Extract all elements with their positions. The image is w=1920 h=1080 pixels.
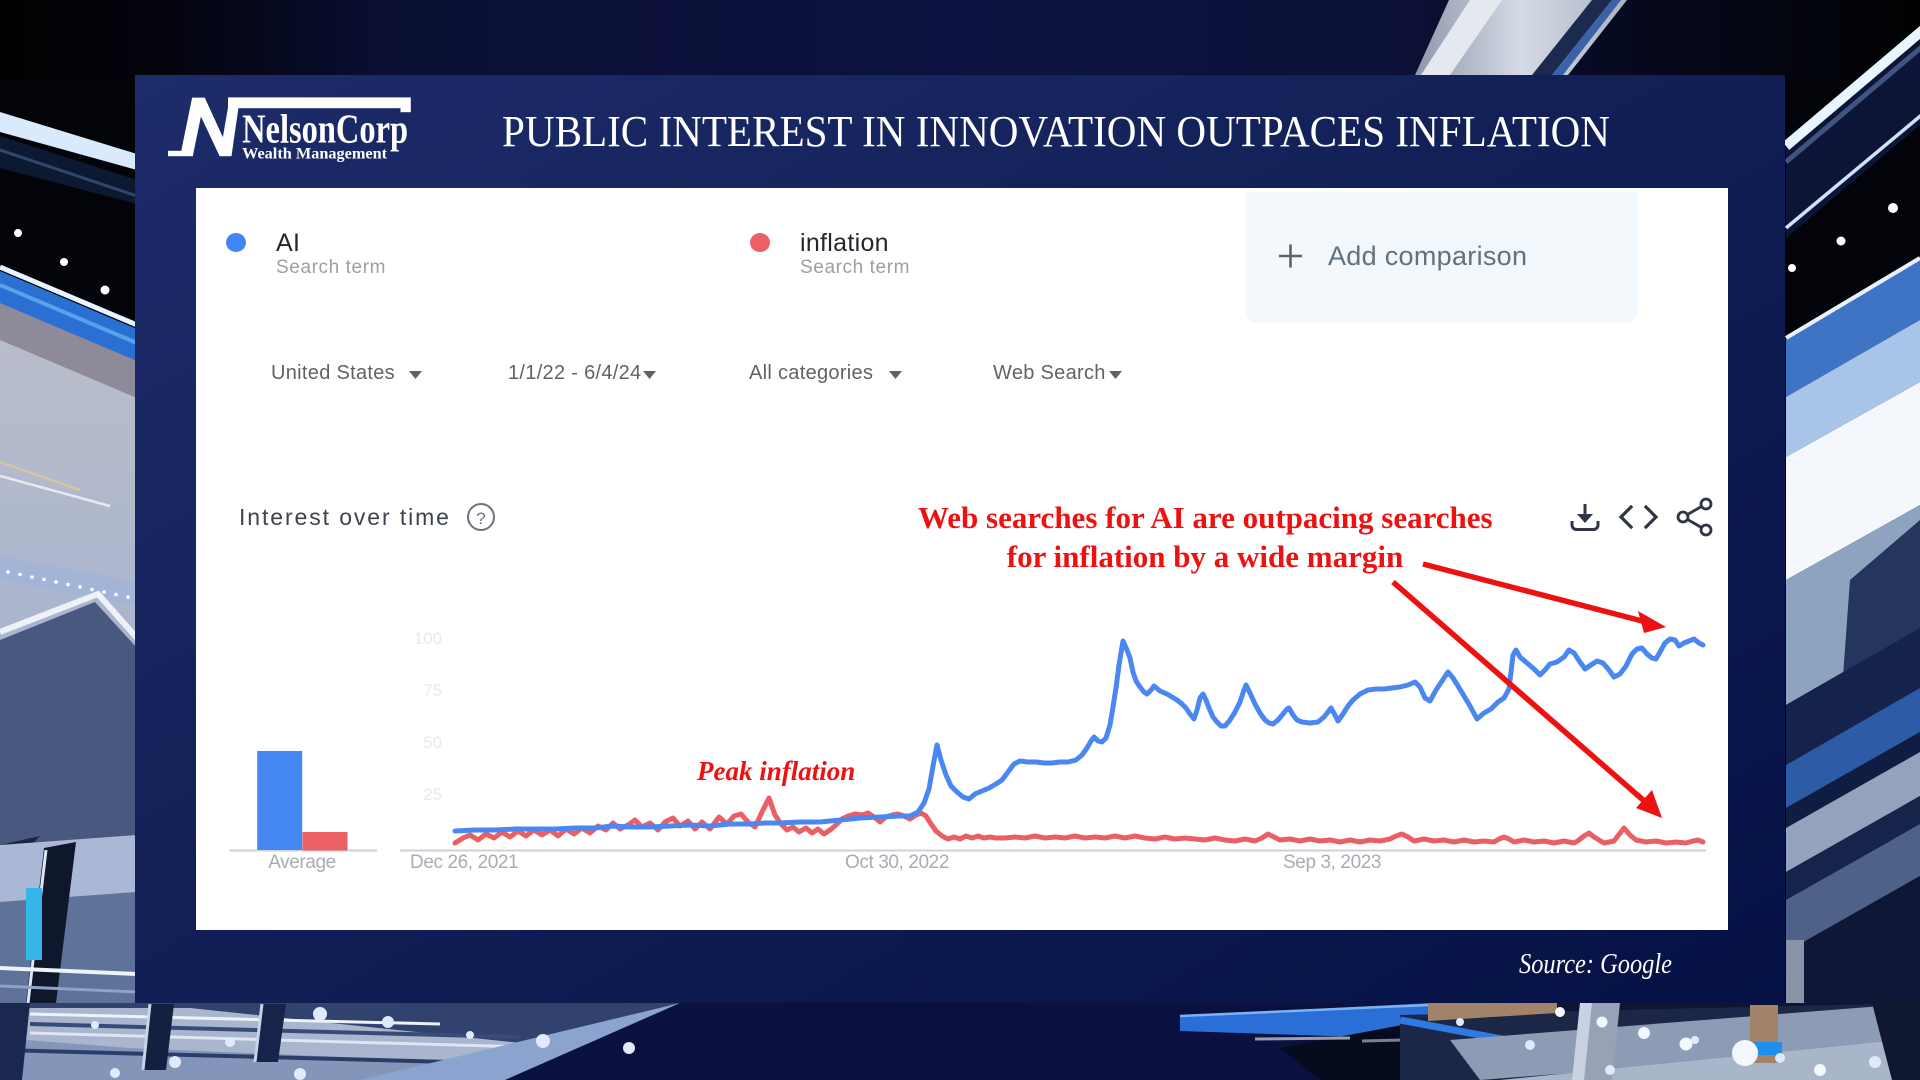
svg-text:75: 75 xyxy=(423,681,442,700)
svg-text:?: ? xyxy=(476,509,485,528)
svg-text:Sep 3, 2023: Sep 3, 2023 xyxy=(1283,852,1381,873)
svg-text:Source: Google: Source: Google xyxy=(1519,949,1672,980)
svg-text:PUBLIC INTEREST IN INNOVATION: PUBLIC INTEREST IN INNOVATION OUTPACES I… xyxy=(502,107,1610,156)
svg-text:Wealth Management: Wealth Management xyxy=(242,145,388,162)
svg-text:Average: Average xyxy=(268,852,336,873)
svg-text:Oct 30, 2022: Oct 30, 2022 xyxy=(845,852,949,873)
svg-text:Dec 26, 2021: Dec 26, 2021 xyxy=(410,852,518,873)
svg-text:NelsonCorp: NelsonCorp xyxy=(242,106,408,152)
svg-text:25: 25 xyxy=(423,785,442,804)
svg-text:100: 100 xyxy=(414,629,442,648)
svg-text:50: 50 xyxy=(423,733,442,752)
